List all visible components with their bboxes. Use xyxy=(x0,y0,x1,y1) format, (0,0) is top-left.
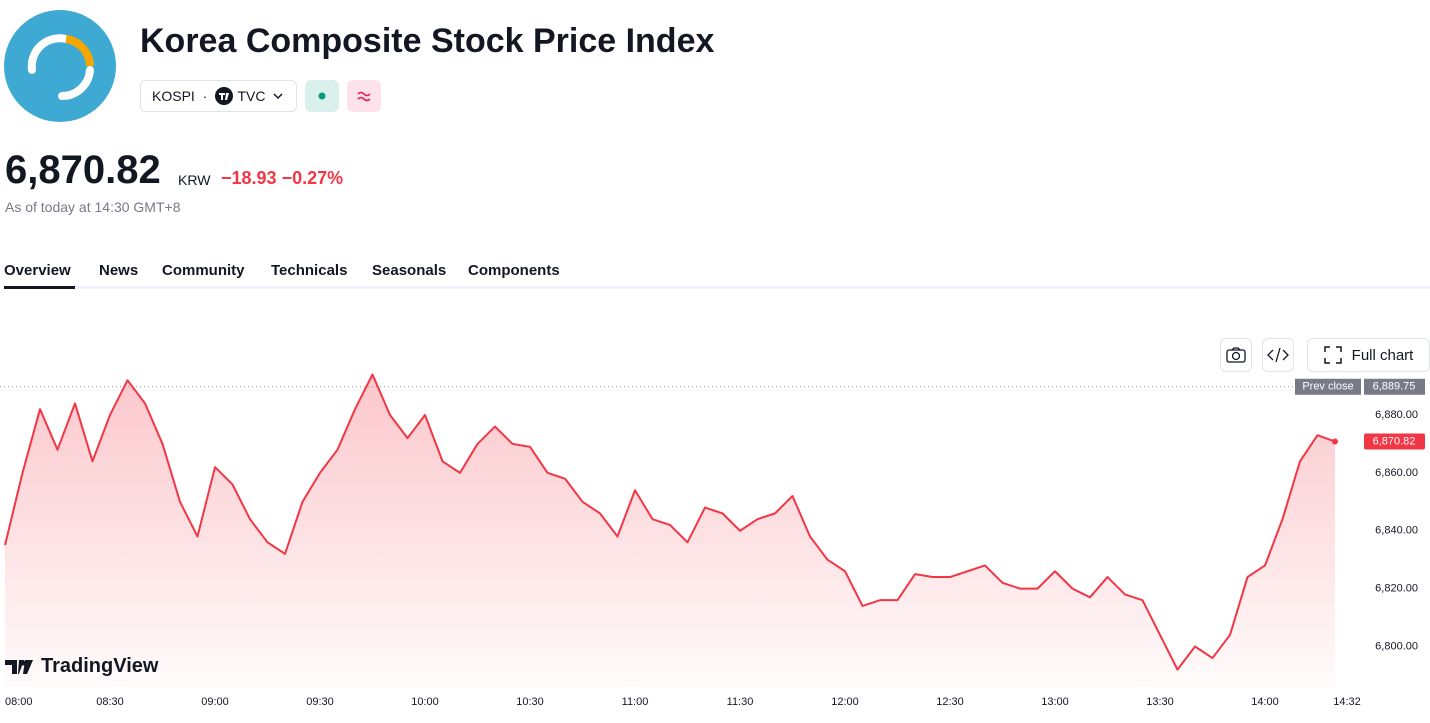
x-tick-label: 12:00 xyxy=(831,696,859,708)
x-tick-label: 08:30 xyxy=(96,696,124,708)
area xyxy=(5,374,1335,687)
change-value: −18.93 xyxy=(221,168,277,188)
x-tick-label: 11:00 xyxy=(622,696,649,708)
y-tick-label: 6,880.00 xyxy=(1375,409,1418,421)
snapshot-button[interactable] xyxy=(1220,338,1252,372)
x-tick-label: 13:00 xyxy=(1041,696,1069,708)
last-point xyxy=(1332,438,1338,445)
embed-button[interactable] xyxy=(1262,338,1294,372)
brand-name: TradingView xyxy=(41,655,159,677)
full-chart-label: Full chart xyxy=(1351,346,1414,364)
separator: · xyxy=(202,88,208,104)
title: Korea Composite Stock Price Index xyxy=(140,22,715,60)
chart: 6,800.00 6,820.00 6,840.00 6,860.00 6,880.00… xyxy=(0,373,1425,708)
x-tick-label: 14:32 xyxy=(1333,696,1361,708)
x-tick-label: 10:30 xyxy=(516,696,544,708)
symbol: KOSPI xyxy=(152,88,195,104)
status-chip[interactable] xyxy=(305,80,339,112)
y-tick-label: 6,820.00 xyxy=(1375,583,1418,595)
expand-icon xyxy=(1323,346,1342,364)
last-price-box xyxy=(1364,433,1425,450)
price: 6,870.82 xyxy=(5,148,161,192)
tab[interactable]: Community xyxy=(162,262,245,279)
x-tick-label: 08:00 xyxy=(5,696,33,708)
x-tick-label: 13:30 xyxy=(1146,696,1174,708)
prev-close-title: Prev close xyxy=(1302,381,1353,393)
x-tick-label: 09:00 xyxy=(201,696,229,708)
dot xyxy=(318,92,326,100)
prev-close-label: 6,889.75 xyxy=(1373,381,1416,393)
y-tick-label: 6,800.00 xyxy=(1375,640,1418,652)
y-tick-label: 6,840.00 xyxy=(1375,525,1418,537)
x-tick-label: 09:30 xyxy=(306,696,334,708)
brand: TradingView xyxy=(5,655,158,678)
symbol-chip[interactable]: KOSPI · TVC xyxy=(140,80,297,112)
change-percent: −0.27% xyxy=(281,168,344,188)
approx xyxy=(357,91,371,102)
tab[interactable]: Components xyxy=(468,262,560,279)
delay-chip[interactable] xyxy=(347,80,381,112)
prev-close-tag xyxy=(1295,378,1361,395)
x-tick-label: 10:00 xyxy=(411,696,439,708)
exchange-icon xyxy=(215,87,234,105)
as-of: As of today at 14:30 GMT+8 xyxy=(5,199,181,215)
x-tick-label: 14:00 xyxy=(1251,696,1279,708)
change: −18.93 −0.27% xyxy=(221,168,343,189)
tab-divider xyxy=(4,286,1430,289)
camera-icon xyxy=(1226,347,1246,363)
prev-close-box xyxy=(1364,378,1425,395)
logo xyxy=(4,10,116,122)
tab[interactable]: Overview xyxy=(4,262,71,279)
tab-indicator xyxy=(4,286,75,289)
last-price-label: 6,870.82 xyxy=(1373,435,1416,447)
code-icon xyxy=(1267,347,1289,363)
x-tick-label: 11:30 xyxy=(727,696,754,708)
tab[interactable]: Seasonals xyxy=(372,262,447,279)
exchange: TVC xyxy=(237,88,266,104)
chevron xyxy=(273,93,283,100)
brand-logo xyxy=(5,659,33,674)
tab[interactable]: Technicals xyxy=(271,262,348,279)
x-tick-label: 12:30 xyxy=(936,696,964,708)
currency: KRW xyxy=(178,172,211,188)
tab[interactable]: News xyxy=(99,262,139,279)
line xyxy=(4,373,1336,671)
full-chart-button[interactable]: Full chart xyxy=(1307,338,1430,372)
y-tick-label: 6,860.00 xyxy=(1375,467,1418,479)
